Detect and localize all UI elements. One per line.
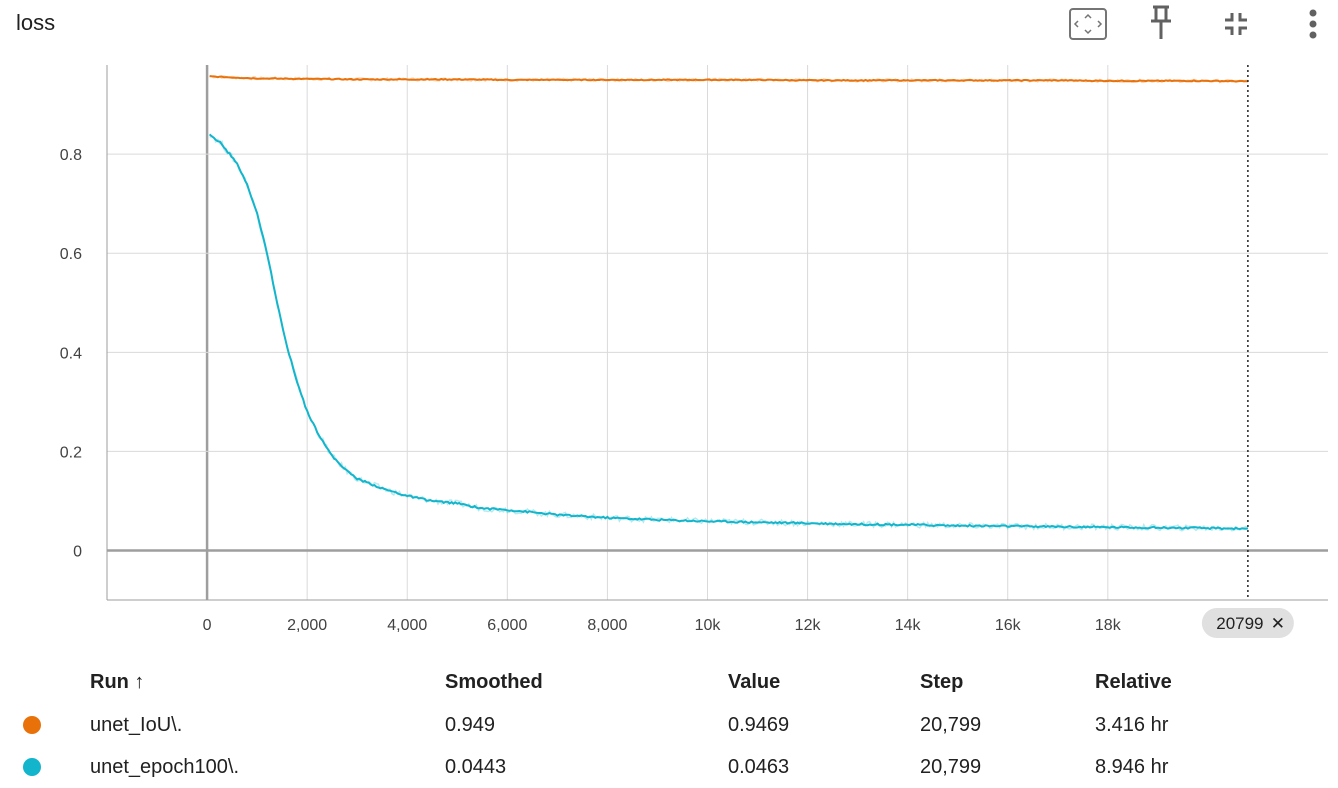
hover-step-label: 20799 bbox=[1216, 614, 1263, 633]
x-tick-label: 18k bbox=[1095, 617, 1122, 634]
pin-icon bbox=[1151, 5, 1171, 39]
y-tick-label: 0.2 bbox=[60, 444, 82, 461]
series-raw-line bbox=[209, 135, 1249, 532]
x-tick-label: 0 bbox=[203, 617, 212, 634]
x-tick-label: 6,000 bbox=[487, 617, 527, 634]
series-line bbox=[209, 75, 1248, 83]
relative-time: 8.946 hr bbox=[1095, 755, 1169, 778]
raw-value: 0.0463 bbox=[728, 755, 790, 778]
series-line bbox=[208, 133, 1249, 531]
smoothed-column-header[interactable]: Smoothed bbox=[445, 670, 543, 693]
x-tick-label: 10k bbox=[695, 617, 722, 634]
run-name: unet_IoU\. bbox=[90, 713, 183, 736]
run-color-swatch bbox=[23, 716, 41, 735]
table-row[interactable]: unet_epoch100\. 0.0443 0.0463 20,799 8.9… bbox=[0, 746, 1295, 788]
x-tick-label: 14k bbox=[895, 617, 922, 634]
step-column-header[interactable]: Step bbox=[920, 670, 964, 693]
collapse-icon bbox=[1225, 13, 1247, 35]
color-column-header bbox=[0, 660, 90, 704]
x-tick-label: 2,000 bbox=[287, 617, 327, 634]
fit-domain-button[interactable] bbox=[1068, 4, 1108, 44]
relative-column-header[interactable]: Relative bbox=[1095, 670, 1172, 693]
run-column-header[interactable]: Run ↑ bbox=[90, 670, 145, 693]
runs-table: Run ↑ Smoothed Value Step Relative unet_… bbox=[0, 660, 1295, 788]
x-tick-label: 8,000 bbox=[587, 617, 627, 634]
table-header-row: Run ↑ Smoothed Value Step Relative bbox=[0, 660, 1295, 704]
relative-time: 3.416 hr bbox=[1095, 713, 1169, 736]
y-tick-label: 0.4 bbox=[60, 345, 82, 362]
hover-step-chip bbox=[1201, 608, 1294, 638]
x-tick-label: 4,000 bbox=[387, 617, 427, 634]
chart-tick-labels: 0 2,000 4,000 6,000 8,000 10k 12k 14k 16k 18k 0 0.2… bbox=[60, 147, 1122, 634]
pin-button[interactable] bbox=[1141, 4, 1181, 44]
y-tick-label: 0.6 bbox=[60, 246, 82, 263]
step-value: 20,799 bbox=[920, 713, 982, 736]
run-color-swatch bbox=[23, 758, 41, 777]
fit-domain-icon bbox=[1069, 8, 1107, 40]
table-row[interactable]: unet_IoU\. 0.949 0.9469 20,799 3.416 hr bbox=[0, 704, 1295, 746]
collapse-button[interactable] bbox=[1216, 4, 1256, 44]
more-vert-icon bbox=[1309, 9, 1317, 39]
hover-step-marker[interactable]: 20799 ✕ bbox=[1201, 65, 1294, 638]
close-icon[interactable]: ✕ bbox=[1271, 614, 1285, 633]
more-options-button[interactable] bbox=[1293, 4, 1333, 44]
y-tick-label: 0 bbox=[73, 543, 82, 560]
chart-series bbox=[208, 74, 1249, 532]
x-tick-label: 16k bbox=[995, 617, 1022, 634]
chart[interactable]: 0 2,000 4,000 6,000 8,000 10k 12k 14k 16k 18k 0 0.2… bbox=[0, 60, 1338, 660]
chart-title: loss bbox=[16, 10, 56, 35]
value-column-header[interactable]: Value bbox=[728, 670, 781, 693]
raw-value: 0.9469 bbox=[728, 713, 790, 736]
step-value: 20,799 bbox=[920, 755, 982, 778]
chart-axes bbox=[106, 65, 1328, 601]
run-name: unet_epoch100\. bbox=[90, 755, 240, 778]
smoothed-value: 0.0443 bbox=[445, 755, 507, 778]
y-tick-label: 0.8 bbox=[60, 147, 82, 164]
x-tick-label: 12k bbox=[795, 617, 822, 634]
smoothed-value: 0.949 bbox=[445, 713, 496, 736]
